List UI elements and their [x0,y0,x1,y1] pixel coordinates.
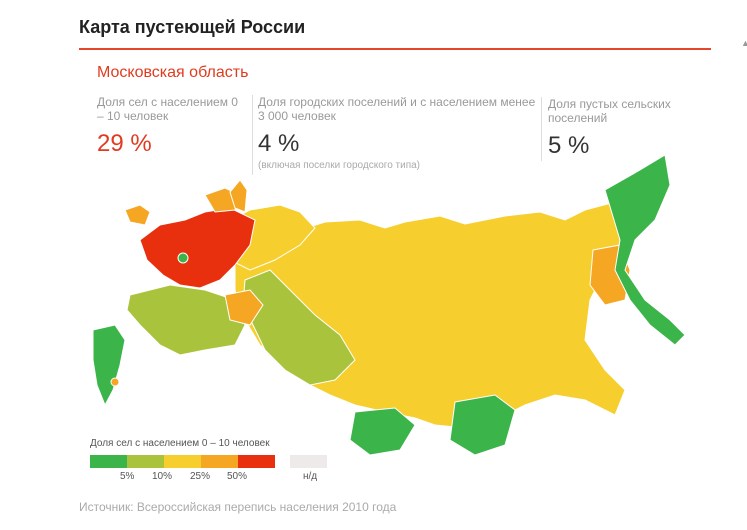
map-region-central-red[interactable] [139,207,256,289]
legend-title: Доля сел с населением 0 – 10 человек [90,438,270,449]
stat-empty-settlements: Доля пустых сельских поселений 5 % [541,97,708,161]
map-region-kola[interactable] [229,179,248,213]
stat-value: 4 % [258,130,300,157]
stat-label: Доля пустых сельских поселений [548,97,671,125]
map-region-caucasus[interactable] [92,324,126,407]
stat-label: Доля городских поселений и с населением … [258,95,536,123]
legend-label: 10% [152,471,173,482]
stat-value: 5 % [548,132,590,159]
map-region-volga-urals[interactable] [242,269,356,386]
map-region-crimea[interactable] [110,377,120,387]
map-region-northwest[interactable] [124,204,151,226]
legend-label: 5% [120,471,135,482]
map-region-middle-volga[interactable] [224,289,264,326]
stat-small-villages: Доля сел с населением 0 – 10 человек 29 … [97,95,247,158]
source-note: Источник: Всероссийская перепись населен… [79,500,397,514]
title-divider [79,48,711,50]
legend-swatch-orange [201,455,238,468]
map-region-altai[interactable] [349,407,416,456]
stat-note: (включая поселки городского типа) [258,160,421,171]
legend-label: 50% [227,471,248,482]
legend-swatch-red [238,455,275,468]
scroll-up-icon[interactable]: ▲ [741,38,747,48]
legend-swatch-nodata [290,455,327,468]
legend-swatch-olive [127,455,164,468]
map-region-south-west[interactable] [126,284,246,356]
legend-label: н/д [303,471,318,482]
page-title: Карта пустеющей России [79,17,306,37]
legend-label: 25% [190,471,211,482]
legend-swatch-green [90,455,127,468]
map-region-chukotka[interactable] [604,154,686,346]
russia-map [92,154,686,456]
region-name: Московская область [97,64,249,81]
legend-swatch-yellow [164,455,201,468]
stat-value: 29 % [97,130,152,157]
map-region-moscow[interactable] [177,252,189,264]
stat-label: Доля сел с населением 0 – 10 человек [97,95,238,123]
map-region-zabaikalye[interactable] [449,394,516,456]
stat-urban-settlements: Доля городских поселений и с населением … [252,95,538,175]
